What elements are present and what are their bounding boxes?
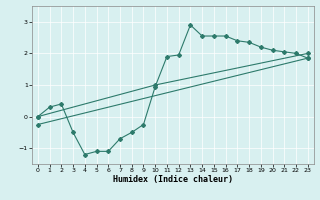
X-axis label: Humidex (Indice chaleur): Humidex (Indice chaleur): [113, 175, 233, 184]
